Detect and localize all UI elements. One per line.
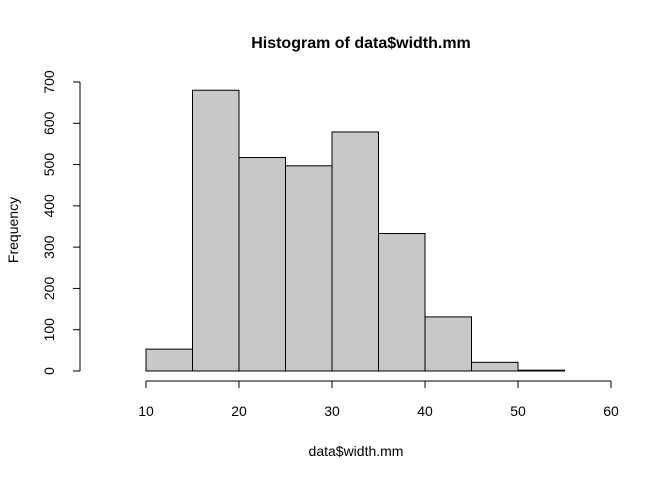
histogram-bar-6 xyxy=(378,233,426,372)
x-tick-label-2: 30 xyxy=(324,403,340,419)
histogram-bar-8 xyxy=(471,361,519,372)
x-tick-label-4: 50 xyxy=(510,403,526,419)
y-tick-label-3: 300 xyxy=(41,235,57,259)
bars-group xyxy=(145,89,565,372)
histogram-bar-9 xyxy=(517,369,565,372)
x-axis: 10 20 30 40 50 60 xyxy=(138,380,619,419)
x-axis-label: data$width.mm xyxy=(309,443,404,459)
y-axis-label: Frequency xyxy=(5,197,21,263)
chart-title: Histogram of data$width.mm xyxy=(251,35,471,52)
histogram-bar-4 xyxy=(285,165,333,372)
histogram-bar-5 xyxy=(331,131,379,372)
y-axis: 0 100 200 300 400 500 600 700 xyxy=(41,70,81,375)
y-tick-label-7: 700 xyxy=(41,70,57,94)
y-tick-label-1: 100 xyxy=(41,318,57,342)
x-tick-label-5: 60 xyxy=(603,403,619,419)
x-tick-label-3: 40 xyxy=(417,403,433,419)
x-tick-label-0: 10 xyxy=(138,403,154,419)
histogram-bar-3 xyxy=(238,157,286,372)
y-tick-label-4: 400 xyxy=(41,194,57,218)
histogram-bar-2 xyxy=(192,89,240,372)
histogram-bar-1 xyxy=(145,348,193,372)
histogram-bar-7 xyxy=(424,316,472,372)
x-tick-label-1: 20 xyxy=(231,403,247,419)
y-tick-label-6: 600 xyxy=(41,111,57,135)
y-tick-label-0: 0 xyxy=(41,367,57,375)
y-tick-label-2: 200 xyxy=(41,277,57,301)
y-tick-label-5: 500 xyxy=(41,153,57,177)
